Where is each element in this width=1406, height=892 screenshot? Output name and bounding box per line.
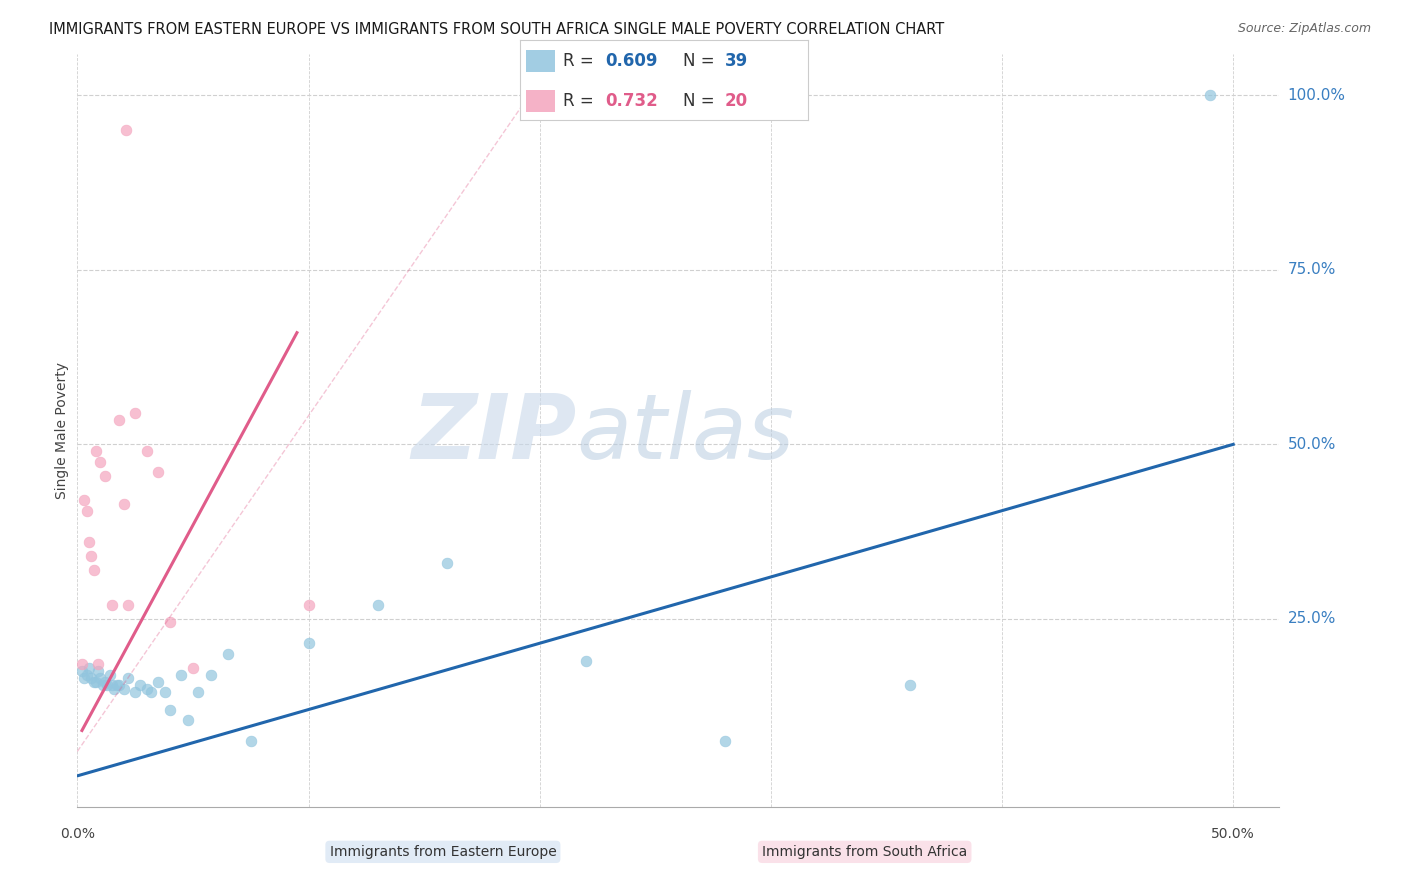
Point bbox=[898, 678, 921, 692]
Point bbox=[76, 667, 98, 681]
Point bbox=[297, 598, 319, 612]
Point bbox=[159, 615, 181, 630]
Point bbox=[89, 671, 111, 685]
Point bbox=[217, 647, 239, 661]
Point bbox=[575, 654, 598, 668]
Point bbox=[170, 667, 193, 681]
Point bbox=[108, 678, 131, 692]
Bar bbox=[526, 50, 555, 72]
Point bbox=[94, 468, 117, 483]
Point bbox=[153, 685, 176, 699]
Text: IMMIGRANTS FROM EASTERN EUROPE VS IMMIGRANTS FROM SOUTH AFRICA SINGLE MALE POVER: IMMIGRANTS FROM EASTERN EUROPE VS IMMIGR… bbox=[49, 22, 945, 37]
Point bbox=[128, 678, 150, 692]
Text: Source: ZipAtlas.com: Source: ZipAtlas.com bbox=[1237, 22, 1371, 36]
Point bbox=[77, 661, 100, 675]
Point bbox=[101, 598, 124, 612]
Point bbox=[108, 413, 131, 427]
Point bbox=[177, 713, 200, 727]
Point bbox=[73, 671, 96, 685]
Point bbox=[70, 657, 93, 672]
Point bbox=[105, 678, 128, 692]
Point bbox=[84, 444, 107, 458]
Point bbox=[112, 681, 135, 696]
Point bbox=[91, 678, 114, 692]
Point bbox=[73, 493, 96, 508]
Text: 0.609: 0.609 bbox=[605, 52, 658, 70]
Point bbox=[181, 661, 204, 675]
Text: 20: 20 bbox=[725, 92, 748, 110]
Point bbox=[117, 671, 139, 685]
Text: 39: 39 bbox=[725, 52, 748, 70]
Point bbox=[117, 598, 139, 612]
Text: 0.732: 0.732 bbox=[605, 92, 658, 110]
Point bbox=[89, 455, 111, 469]
Text: R =: R = bbox=[564, 52, 599, 70]
Point bbox=[713, 734, 735, 748]
Point bbox=[77, 535, 100, 549]
Point bbox=[76, 503, 98, 517]
Point bbox=[239, 734, 262, 748]
Point bbox=[96, 678, 118, 692]
Text: ZIP: ZIP bbox=[411, 390, 576, 478]
Text: 0.0%: 0.0% bbox=[60, 827, 94, 841]
Text: 75.0%: 75.0% bbox=[1288, 262, 1336, 277]
Text: N =: N = bbox=[683, 92, 720, 110]
Point bbox=[80, 549, 103, 563]
Point bbox=[87, 664, 110, 678]
Point bbox=[83, 674, 105, 689]
Point bbox=[112, 497, 135, 511]
Point bbox=[83, 563, 105, 577]
Point bbox=[436, 556, 458, 570]
Point bbox=[70, 664, 93, 678]
Point bbox=[84, 674, 107, 689]
Point bbox=[159, 702, 181, 716]
Text: 100.0%: 100.0% bbox=[1288, 88, 1346, 103]
Point bbox=[148, 674, 170, 689]
Text: Immigrants from South Africa: Immigrants from South Africa bbox=[762, 845, 967, 859]
Text: R =: R = bbox=[564, 92, 599, 110]
Point bbox=[115, 123, 138, 137]
Text: atlas: atlas bbox=[576, 390, 794, 478]
Point bbox=[297, 636, 319, 650]
Point bbox=[103, 681, 125, 696]
Point bbox=[141, 685, 163, 699]
Point bbox=[186, 685, 209, 699]
Y-axis label: Single Male Poverty: Single Male Poverty bbox=[55, 362, 69, 499]
Bar bbox=[526, 90, 555, 112]
Point bbox=[124, 685, 146, 699]
Point bbox=[87, 657, 110, 672]
Point bbox=[135, 444, 157, 458]
Text: 50.0%: 50.0% bbox=[1288, 437, 1336, 452]
Point bbox=[135, 681, 157, 696]
Point bbox=[148, 465, 170, 479]
Text: 50.0%: 50.0% bbox=[1212, 827, 1256, 841]
Point bbox=[94, 674, 117, 689]
Point bbox=[80, 671, 103, 685]
Text: N =: N = bbox=[683, 52, 720, 70]
Text: Immigrants from Eastern Europe: Immigrants from Eastern Europe bbox=[329, 845, 557, 859]
Point bbox=[124, 406, 146, 420]
Point bbox=[101, 678, 124, 692]
Text: 25.0%: 25.0% bbox=[1288, 611, 1336, 626]
Point bbox=[367, 598, 389, 612]
Point bbox=[1199, 88, 1222, 103]
Point bbox=[200, 667, 222, 681]
Point bbox=[98, 667, 121, 681]
